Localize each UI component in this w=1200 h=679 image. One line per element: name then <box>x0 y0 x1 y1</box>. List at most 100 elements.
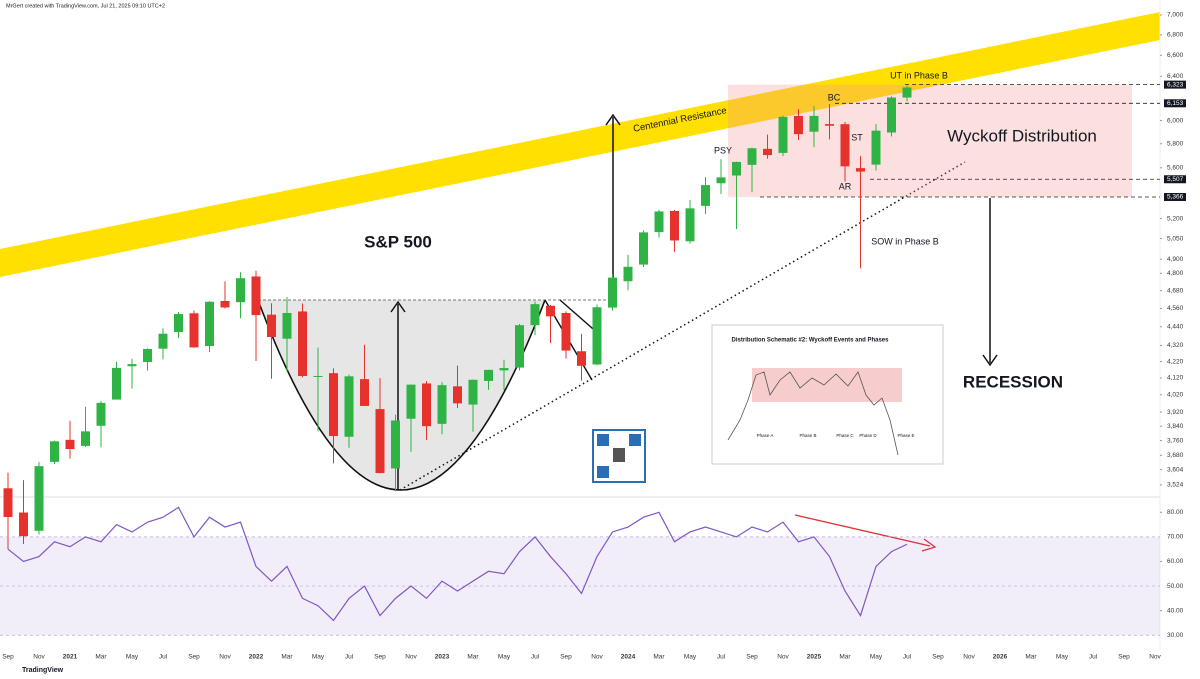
candle-body <box>360 379 369 406</box>
candle-body <box>65 439 75 450</box>
arrow-head <box>982 354 998 367</box>
x-tick-label: May <box>126 654 139 661</box>
x-tick-label: May <box>870 654 883 661</box>
x-tick-label: Nov <box>219 654 231 661</box>
level-badge <box>1164 80 1186 89</box>
y-tick-label: 4,020 <box>1167 392 1184 399</box>
x-tick-label: Mar <box>653 654 665 661</box>
y-tick-label: 3,524 <box>1167 482 1184 489</box>
y-tick-label: 3,604 <box>1167 466 1184 473</box>
inset-phase: Phase C <box>836 433 854 438</box>
x-tick-label: Jul <box>159 654 168 661</box>
y-tick-label: 6,400 <box>1167 73 1184 80</box>
annotation: PSY <box>714 145 732 155</box>
inset-path <box>727 371 899 456</box>
qr-photo <box>613 448 625 462</box>
annotation: Wyckoff Distribution <box>947 126 1097 145</box>
y-tick-label: 7,000 <box>1167 12 1184 19</box>
candle-body <box>484 369 493 381</box>
y-tick-label: 4,560 <box>1167 305 1184 312</box>
indicator-tick-label: 50.00 <box>1167 583 1184 590</box>
x-tick-label: 2025 <box>807 654 822 661</box>
x-tick-label: Sep <box>1118 654 1130 661</box>
candle-body <box>189 313 199 348</box>
y-tick-label: 4,120 <box>1167 375 1184 382</box>
qr-block <box>629 434 641 446</box>
x-tick-label: Jul <box>903 654 912 661</box>
arrow-head <box>921 538 937 552</box>
x-tick-label: Sep <box>188 654 200 661</box>
x-tick-label: Jul <box>717 654 726 661</box>
resistance-band <box>0 12 1160 277</box>
candle-body <box>701 185 710 206</box>
indicator-tick-label: 40.00 <box>1167 607 1184 614</box>
candle-body <box>825 124 834 126</box>
candle-body <box>608 277 617 308</box>
qr-block <box>597 434 609 446</box>
x-tick-label: 2022 <box>249 654 264 661</box>
level-label: 5,507 <box>1167 176 1184 183</box>
y-tick-label: 6,800 <box>1167 32 1184 39</box>
x-tick-label: 2023 <box>435 654 450 661</box>
candle-body <box>50 441 59 462</box>
candle-body <box>34 466 44 531</box>
x-tick-label: Mar <box>839 654 851 661</box>
y-tick-label: 3,920 <box>1167 409 1184 416</box>
x-tick-label: Sep <box>2 654 14 661</box>
y-tick-label: 4,220 <box>1167 358 1184 365</box>
candle-body <box>313 375 323 377</box>
level-badge <box>1164 175 1186 184</box>
inset: Distribution Schematic #2: Wyckoff Event… <box>711 324 944 465</box>
annotation: BC <box>828 92 841 102</box>
inset-phase: Phase D <box>859 433 877 438</box>
candle-body <box>344 376 354 437</box>
level-badge <box>1164 193 1186 202</box>
candle-body <box>871 130 881 165</box>
inset-title: Distribution Schematic #2: Wyckoff Event… <box>732 338 890 344</box>
candle-body <box>143 348 152 363</box>
logo: TradingView <box>22 667 64 674</box>
candle-body <box>205 301 214 346</box>
x-tick-label: Nov <box>963 654 975 661</box>
x-tick-label: Jul <box>531 654 540 661</box>
candle-body <box>856 168 865 172</box>
y-tick-label: 3,760 <box>1167 437 1184 444</box>
candle-body <box>406 384 416 419</box>
annotation: RECESSION <box>963 372 1063 391</box>
qr-code <box>592 429 646 483</box>
y-tick-label: 4,900 <box>1167 256 1184 263</box>
candle-body <box>298 311 307 376</box>
x-tick-label: Nov <box>1149 654 1161 661</box>
indicator-tick-label: 80.00 <box>1167 509 1184 516</box>
candle-body <box>577 351 586 366</box>
candle-body <box>887 97 896 133</box>
candle-body <box>453 386 462 404</box>
x-tick-label: Mar <box>467 654 479 661</box>
x-tick-label: Jul <box>1089 654 1098 661</box>
x-tick-label: Nov <box>591 654 603 661</box>
candle-body <box>282 312 292 339</box>
arrow-head <box>390 300 406 313</box>
qr-block <box>597 466 609 478</box>
candle-body <box>592 307 602 365</box>
y-tick-label: 5,050 <box>1167 235 1184 242</box>
level-label: 6,153 <box>1167 100 1184 107</box>
level-label: 6,323 <box>1167 81 1184 88</box>
indicator-line <box>7 506 908 622</box>
candle-body <box>670 210 679 241</box>
divergence-arrow <box>794 514 931 547</box>
candle-body <box>639 232 648 265</box>
x-tick-label: Mar <box>281 654 293 661</box>
candle-body <box>391 420 400 469</box>
candle-body <box>174 314 183 333</box>
candle-body <box>81 431 90 446</box>
level-badge <box>1164 99 1186 108</box>
x-tick-label: Sep <box>560 654 572 661</box>
y-tick-label: 5,800 <box>1167 140 1184 147</box>
candle-body <box>251 276 261 316</box>
inset-phase: Phase A <box>757 433 774 438</box>
y-tick-label: 4,800 <box>1167 270 1184 277</box>
x-tick-label: Jul <box>345 654 354 661</box>
annotation: SOW in Phase B <box>871 236 939 246</box>
